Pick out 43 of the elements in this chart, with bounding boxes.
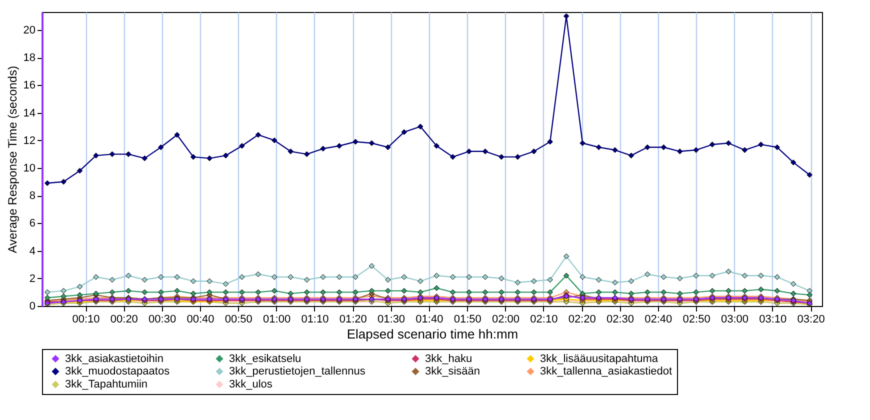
y-tick-label: 18: [23, 52, 36, 64]
x-tick-label: 02:10: [530, 314, 558, 326]
x-tick-label: 00:40: [186, 314, 214, 326]
x-tick-label: 01:20: [339, 314, 367, 326]
x-tick-label: 03:10: [759, 314, 787, 326]
legend-label: 3kk_asiakastietoihin: [65, 352, 164, 365]
x-tick-label: 00:10: [72, 314, 100, 326]
x-tick-label: 00:20: [110, 314, 138, 326]
y-tick-label: 6: [29, 218, 36, 230]
y-axis-title: Average Response Time (seconds): [5, 66, 20, 254]
legend-label: 3kk_muodostapaatos: [65, 366, 170, 378]
y-tick-label: 4: [29, 245, 36, 258]
legend-label: 3kk_Tapahtumiin: [65, 378, 148, 390]
y-tick-label: 12: [23, 134, 36, 147]
x-tick-label: 01:00: [263, 314, 291, 326]
x-tick-label: 02:30: [606, 314, 634, 326]
x-tick-label: 02:00: [492, 314, 520, 326]
x-tick-label: 01:10: [301, 314, 329, 326]
x-tick-label: 01:50: [454, 314, 482, 326]
legend-label: 3kk_ulos: [229, 378, 273, 390]
y-tick-label: 20: [23, 24, 36, 36]
y-tick-label: 2: [29, 272, 36, 285]
y-tick-label: 16: [23, 80, 36, 92]
x-tick-label: 03:20: [797, 314, 825, 326]
x-tick-label: 02:20: [568, 314, 596, 326]
legend-label: 3kk_esikatselu: [229, 352, 302, 365]
legend-label: 3kk_perustietojen_tallennus: [229, 366, 366, 378]
y-tick-label: 0: [29, 300, 36, 312]
y-tick-label: 10: [23, 162, 36, 174]
x-tick-label: 02:50: [682, 314, 710, 326]
y-tick-label: 8: [29, 190, 36, 202]
x-tick-label: 02:40: [644, 314, 672, 326]
x-tick-label: 03:00: [720, 314, 748, 326]
y-tick-label: 14: [23, 107, 36, 120]
legend-label: 3kk_lisääuusitapahtuma: [540, 352, 659, 365]
legend-label: 3kk_sisään: [425, 366, 480, 378]
x-tick-label: 00:50: [224, 314, 252, 326]
x-tick-label: 00:30: [148, 314, 176, 326]
legend-label: 3kk_haku: [425, 352, 472, 365]
x-tick-label: 01:30: [378, 314, 406, 326]
x-axis-title: Elapsed scenario time hh:mm: [346, 326, 518, 342]
x-tick-label: 01:40: [416, 314, 444, 326]
legend-label: 3kk_tallenna_asiakastiedot: [540, 366, 672, 378]
